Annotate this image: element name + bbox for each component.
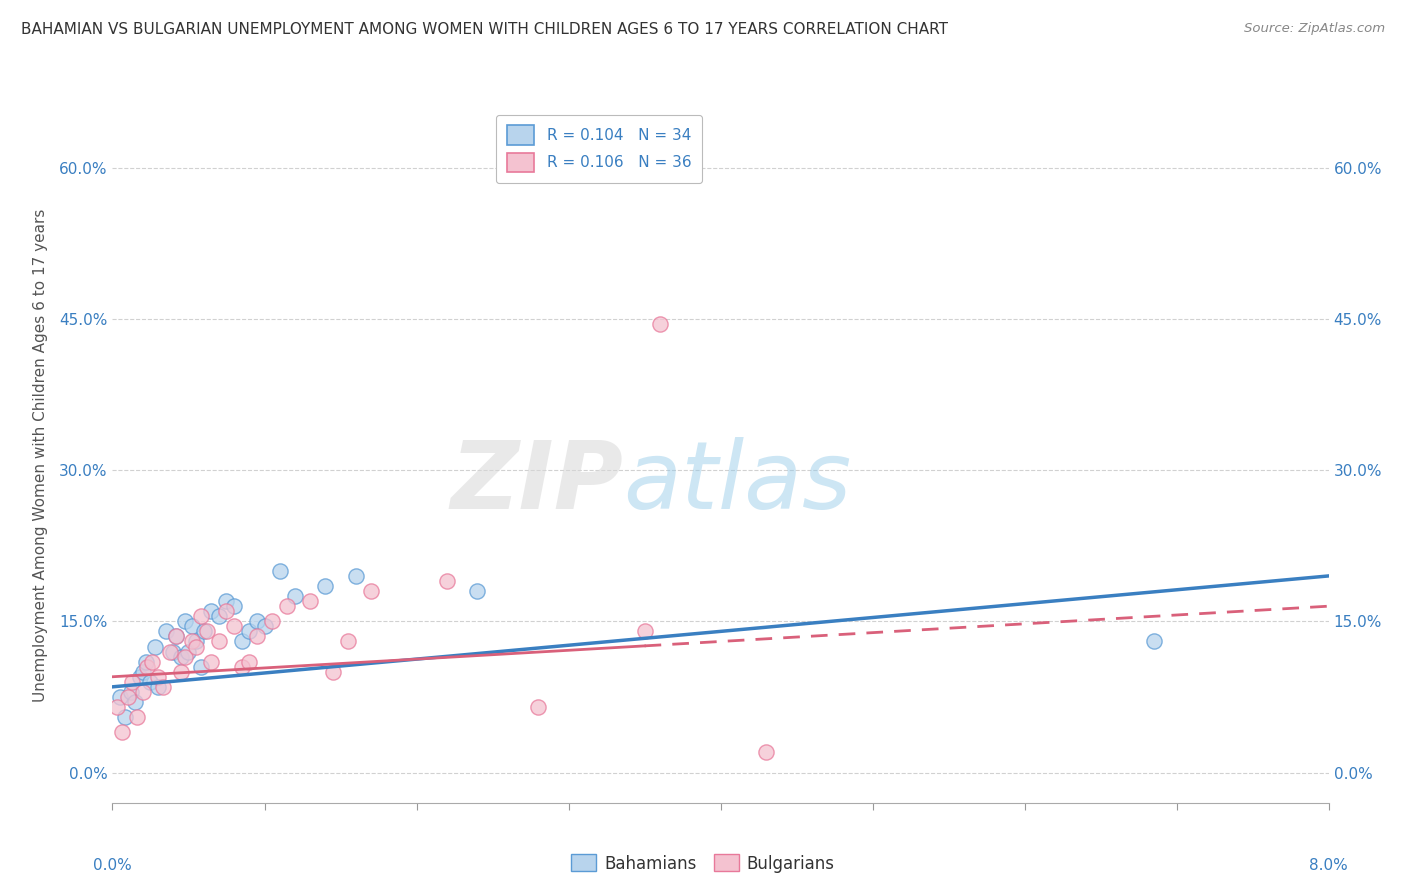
Point [253,619,276,633]
Point [155,624,177,639]
Point [215,604,238,618]
Point [146,680,169,694]
Point [121,674,143,689]
Point [269,564,291,578]
Point [208,634,231,648]
Point [170,649,193,664]
Point [114,710,136,724]
Point [238,655,260,669]
Point [110,725,132,739]
Point [132,685,155,699]
Point [299,594,322,608]
Legend: Bahamians, Bulgarians: Bahamians, Bulgarians [564,847,842,880]
Text: Source: ZipAtlas.com: Source: ZipAtlas.com [1244,22,1385,36]
Point [174,615,197,629]
Point [180,619,202,633]
Point [108,690,131,704]
Text: 0.0%: 0.0% [93,858,132,873]
Text: 8.0%: 8.0% [1309,858,1348,873]
Point [193,624,215,639]
Point [159,644,181,658]
Point [120,685,142,699]
Point [165,629,187,643]
Point [184,640,207,654]
Point [162,644,184,658]
Point [322,665,344,679]
Point [222,619,246,633]
Point [360,584,382,599]
Point [174,649,197,664]
Point [141,655,163,669]
Point [755,745,778,759]
Point [215,594,238,608]
Point [132,665,155,679]
Point [246,629,269,643]
Point [231,634,253,648]
Point [222,599,246,614]
Point [117,690,139,704]
Y-axis label: Unemployment Among Women with Children Ages 6 to 17 years: Unemployment Among Women with Children A… [32,208,48,702]
Point [180,634,202,648]
Point [276,599,298,614]
Point [139,674,162,689]
Point [246,615,269,629]
Point [633,624,655,639]
Point [284,589,307,603]
Point [125,710,148,724]
Point [208,609,231,624]
Point [128,670,150,684]
Point [136,659,159,673]
Point [1143,634,1166,648]
Point [436,574,458,588]
Point [648,317,671,331]
Text: ZIP: ZIP [450,437,623,529]
Point [124,695,146,709]
Point [105,700,128,714]
Point [152,680,174,694]
Text: BAHAMIAN VS BULGARIAN UNEMPLOYMENT AMONG WOMEN WITH CHILDREN AGES 6 TO 17 YEARS : BAHAMIAN VS BULGARIAN UNEMPLOYMENT AMONG… [21,22,948,37]
Point [190,659,212,673]
Point [465,584,489,599]
Point [165,629,187,643]
Point [200,655,222,669]
Point [200,604,222,618]
Point [262,615,284,629]
Point [184,634,207,648]
Legend: R = 0.104   N = 34, R = 0.106   N = 36: R = 0.104 N = 34, R = 0.106 N = 36 [496,115,702,183]
Point [146,670,169,684]
Point [143,640,166,654]
Point [190,609,212,624]
Point [527,700,550,714]
Point [231,659,253,673]
Point [170,665,193,679]
Point [238,624,260,639]
Point [337,634,360,648]
Point [135,655,157,669]
Point [344,569,367,583]
Point [177,644,200,658]
Text: atlas: atlas [623,437,852,528]
Point [314,579,336,593]
Point [195,624,218,639]
